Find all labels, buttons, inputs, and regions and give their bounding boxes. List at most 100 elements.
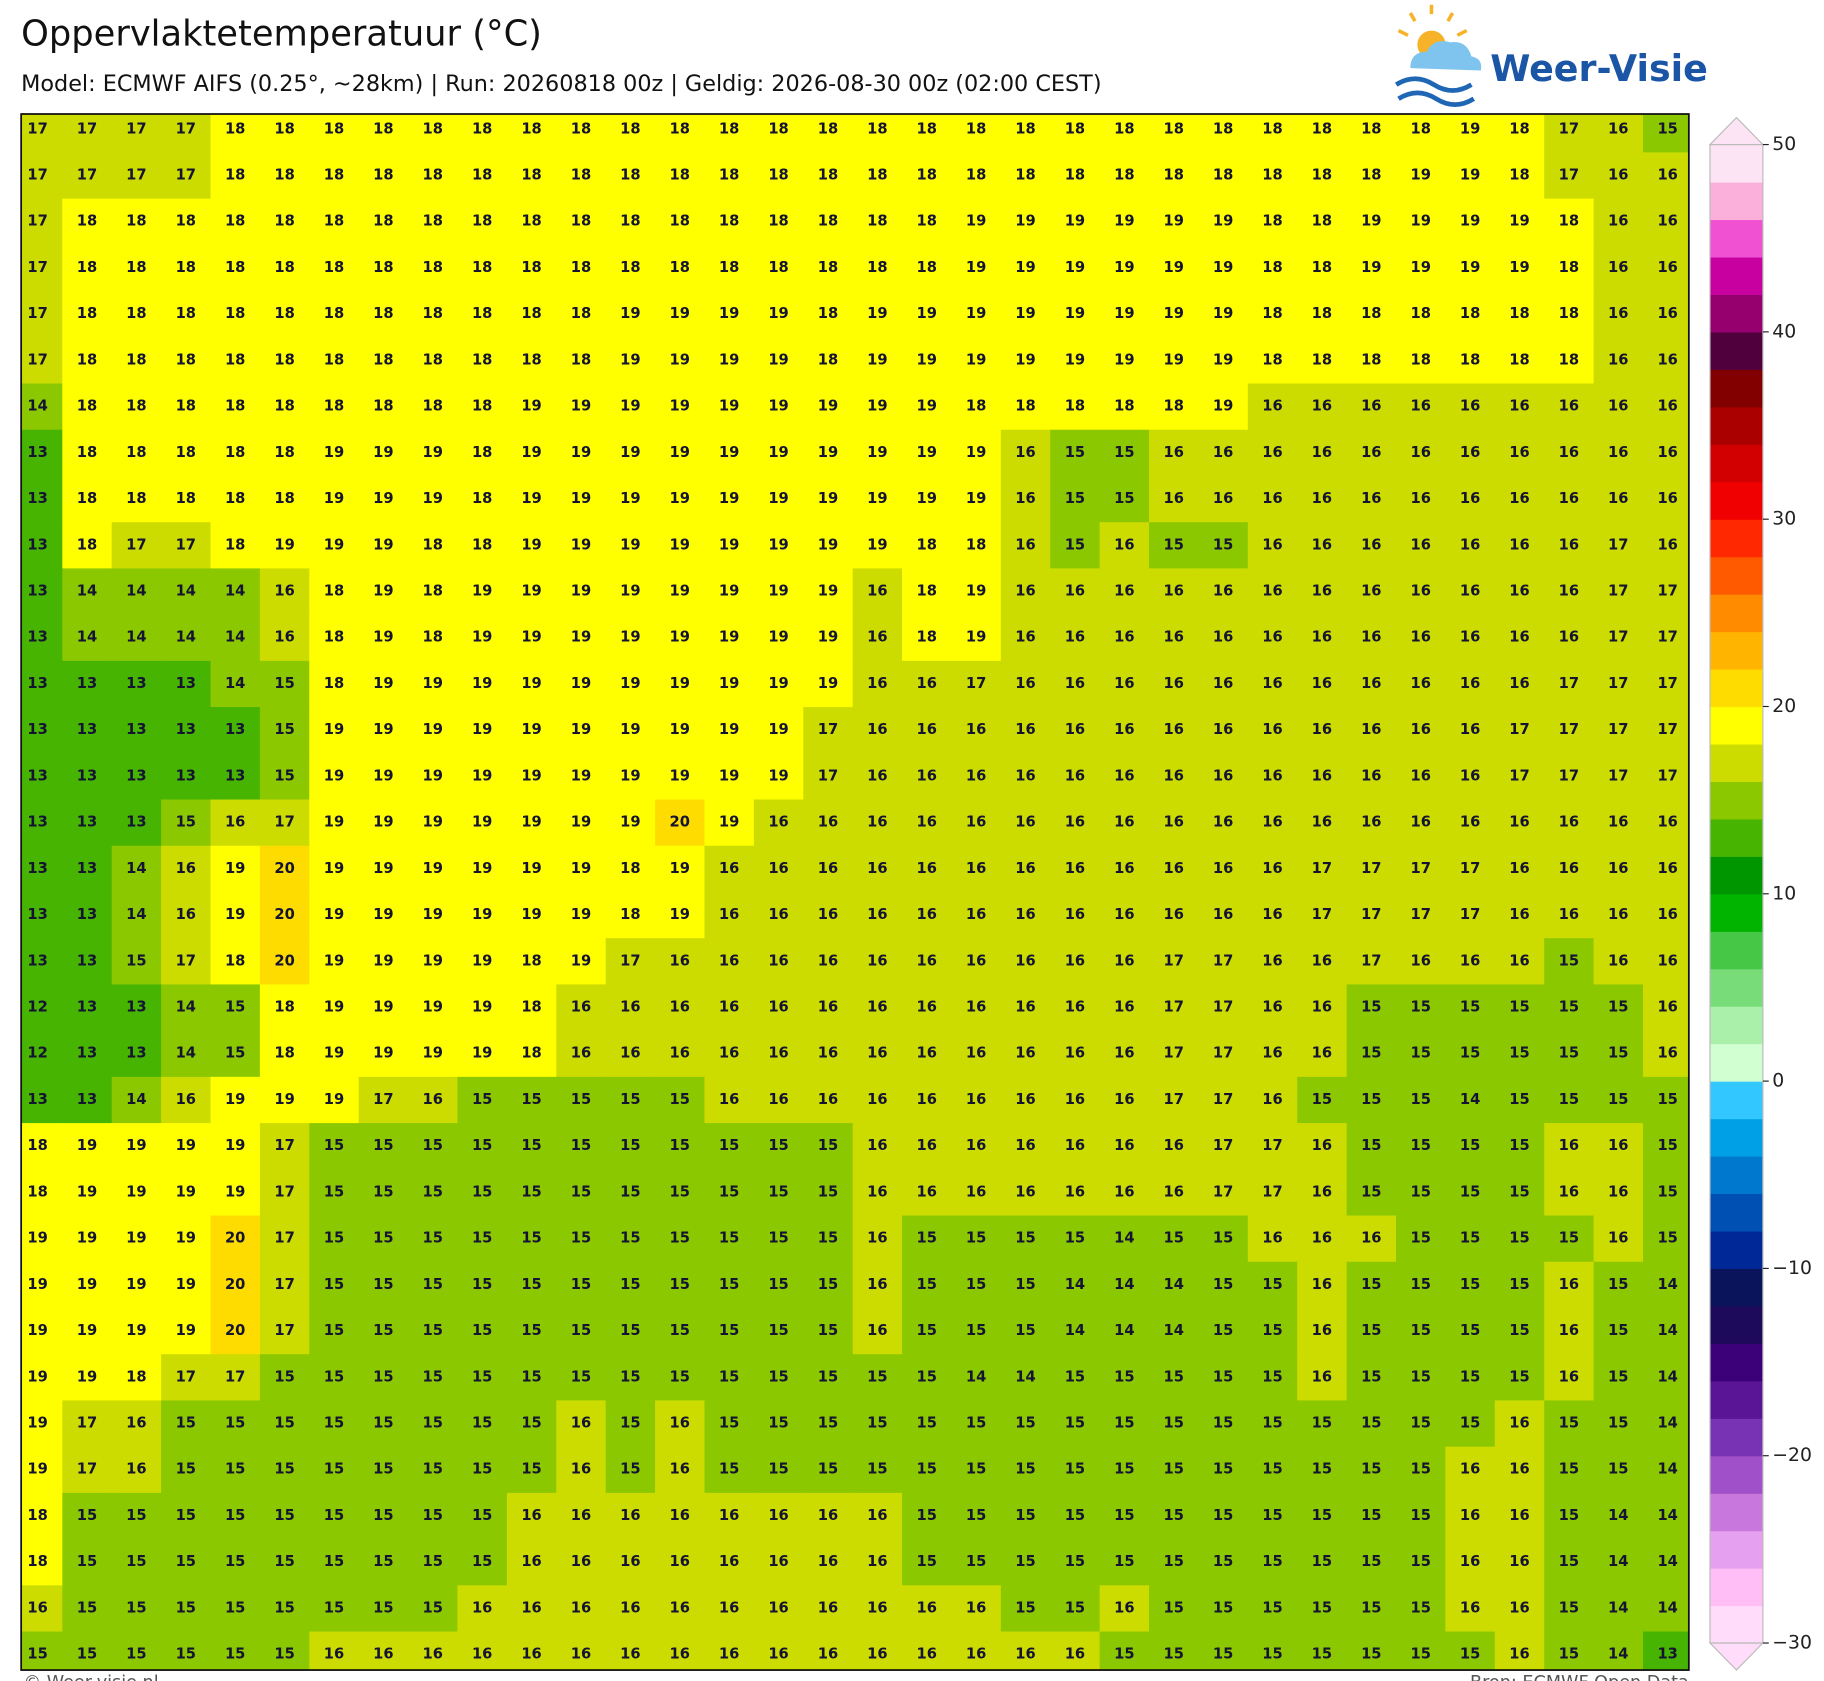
temp-cell — [1297, 522, 1348, 570]
temp-label: 16 — [521, 1507, 541, 1524]
temp-cell — [1494, 1585, 1545, 1633]
temp-cell — [1198, 1539, 1249, 1587]
temp-label: 15 — [373, 1461, 393, 1478]
temp-label: 15 — [1262, 1646, 1282, 1663]
temp-label: 18 — [1410, 351, 1430, 368]
temp-label: 17 — [1657, 721, 1677, 738]
temp-cell — [210, 291, 261, 339]
temp-cell — [161, 114, 212, 154]
temp-label: 15 — [274, 1553, 294, 1570]
temp-cell — [605, 244, 656, 292]
temp-cell — [506, 1076, 557, 1124]
temp-cell — [1297, 938, 1348, 986]
temp-label: 16 — [1312, 814, 1332, 831]
temp-label: 17 — [1559, 721, 1579, 738]
temp-label: 18 — [225, 952, 245, 969]
temp-cell — [1445, 1631, 1496, 1671]
temp-cell — [408, 799, 459, 847]
temp-label: 19 — [373, 536, 393, 553]
temp-cell — [1396, 475, 1447, 523]
temp-cell — [803, 1400, 854, 1448]
temp-cell — [62, 938, 113, 986]
temp-cell — [902, 753, 953, 801]
temp-label: 15 — [77, 1599, 97, 1616]
temp-label: 15 — [373, 1276, 393, 1293]
temp-label: 16 — [126, 1461, 146, 1478]
temp-label: 19 — [521, 583, 541, 600]
temp-label: 19 — [324, 490, 344, 507]
temp-cell — [605, 429, 656, 477]
temp-label: 16 — [27, 1599, 47, 1616]
temp-cell — [408, 1307, 459, 1355]
temp-cell — [655, 614, 706, 662]
temp-cell — [111, 152, 162, 200]
temp-label: 15 — [472, 1183, 492, 1200]
temp-cell — [1642, 799, 1689, 847]
temp-cell — [753, 707, 804, 755]
temp-label: 16 — [966, 1137, 986, 1154]
temp-cell — [753, 568, 804, 616]
temp-cell — [1593, 152, 1644, 200]
temp-cell — [803, 891, 854, 939]
temp-cell — [803, 707, 854, 755]
temp-cell — [408, 1215, 459, 1263]
temp-cell — [1297, 660, 1348, 708]
temp-cell — [1149, 938, 1200, 986]
temp-label: 19 — [423, 999, 443, 1016]
temp-label: 19 — [27, 1322, 47, 1339]
temp-cell — [1099, 429, 1150, 477]
temp-cell — [1544, 984, 1595, 1032]
temp-label: 15 — [1065, 444, 1085, 461]
temp-label: 15 — [1114, 444, 1134, 461]
temp-label: 16 — [1114, 952, 1134, 969]
temp-label: 18 — [1410, 120, 1430, 137]
subtitle: Model: ECMWF AIFS (0.25°, ~28km) | Run: … — [21, 71, 1101, 97]
temp-label: 16 — [1559, 1183, 1579, 1200]
temp-cell — [1642, 1215, 1689, 1263]
temp-label: 16 — [1559, 1322, 1579, 1339]
temp-cell — [852, 891, 903, 939]
temp-cell — [259, 1169, 310, 1217]
temp-label: 19 — [719, 721, 739, 738]
temp-cell — [21, 1400, 64, 1448]
temp-label: 16 — [1114, 675, 1134, 692]
temp-cell — [951, 984, 1002, 1032]
temp-label: 16 — [1460, 1553, 1480, 1570]
temp-label: 16 — [670, 1507, 690, 1524]
temp-label: 15 — [1163, 1368, 1183, 1385]
temp-label: 16 — [1559, 906, 1579, 923]
temp-cell — [902, 1631, 953, 1671]
temp-cell — [111, 337, 162, 385]
temp-cell — [1593, 753, 1644, 801]
temp-label: 16 — [1361, 814, 1381, 831]
temp-label: 20 — [274, 906, 294, 923]
temp-cell — [21, 845, 64, 893]
temp-label: 13 — [126, 1045, 146, 1062]
temp-label: 18 — [423, 213, 443, 230]
temp-cell — [1544, 114, 1595, 154]
temp-label: 16 — [1608, 860, 1628, 877]
temp-cell — [1149, 1539, 1200, 1587]
temp-cell — [704, 1631, 755, 1671]
temp-cell — [1544, 1354, 1595, 1402]
temp-cell — [655, 152, 706, 200]
temp-cell — [1050, 1076, 1101, 1124]
temp-cell — [1642, 568, 1689, 616]
temp-label: 18 — [126, 213, 146, 230]
temp-cell — [605, 614, 656, 662]
temp-label: 19 — [225, 1137, 245, 1154]
temp-label: 19 — [1015, 259, 1035, 276]
temp-label: 16 — [1015, 675, 1035, 692]
temp-label: 19 — [1065, 213, 1085, 230]
temp-label: 18 — [867, 167, 887, 184]
temp-label: 18 — [719, 120, 739, 137]
temp-cell — [1544, 938, 1595, 986]
temp-label: 15 — [1065, 1415, 1085, 1432]
temp-cell — [1396, 291, 1447, 339]
temp-cell — [605, 1307, 656, 1355]
temp-label: 15 — [274, 675, 294, 692]
temp-label: 17 — [1559, 675, 1579, 692]
temp-cell — [951, 1030, 1002, 1078]
temp-cell — [902, 198, 953, 246]
temp-label: 14 — [27, 398, 47, 415]
